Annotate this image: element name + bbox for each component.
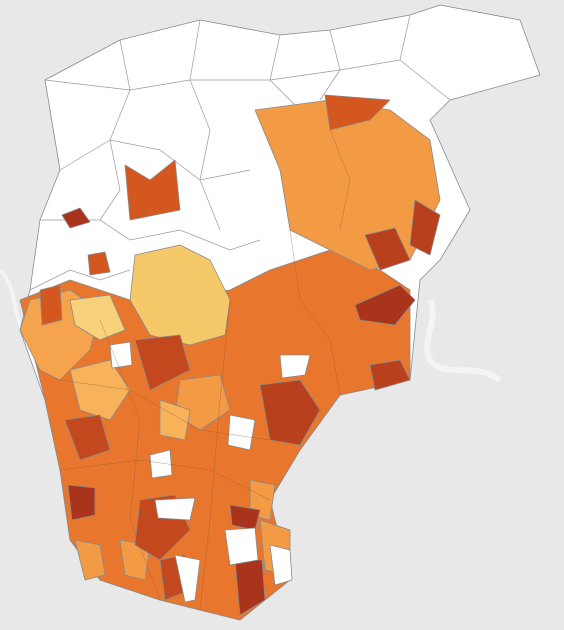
region xyxy=(174,554,201,603)
region xyxy=(69,294,126,341)
region xyxy=(364,227,411,271)
border xyxy=(199,299,231,611)
region xyxy=(67,484,96,521)
region xyxy=(269,544,293,586)
border xyxy=(189,19,221,231)
region xyxy=(69,359,131,421)
region xyxy=(19,249,411,621)
border xyxy=(289,229,341,396)
region xyxy=(369,359,411,391)
border xyxy=(59,139,251,181)
region xyxy=(87,251,111,276)
region xyxy=(129,244,231,346)
region xyxy=(259,379,321,446)
region xyxy=(324,94,391,131)
border xyxy=(40,219,261,251)
river xyxy=(424,298,502,383)
region xyxy=(279,354,311,379)
border xyxy=(44,59,401,91)
region xyxy=(74,539,106,581)
region xyxy=(134,334,191,391)
border xyxy=(99,319,161,601)
region xyxy=(109,341,133,369)
border xyxy=(329,129,351,231)
region xyxy=(64,414,111,461)
border xyxy=(59,379,271,441)
region xyxy=(354,284,416,326)
region xyxy=(149,449,173,479)
border xyxy=(29,269,131,291)
region xyxy=(124,159,181,221)
region xyxy=(224,527,259,566)
border xyxy=(59,459,271,501)
region xyxy=(61,207,91,229)
region xyxy=(227,414,256,451)
borders xyxy=(29,14,451,291)
region xyxy=(154,497,196,521)
borders xyxy=(59,129,351,611)
region xyxy=(159,399,191,441)
region xyxy=(409,199,441,256)
region xyxy=(39,284,63,326)
